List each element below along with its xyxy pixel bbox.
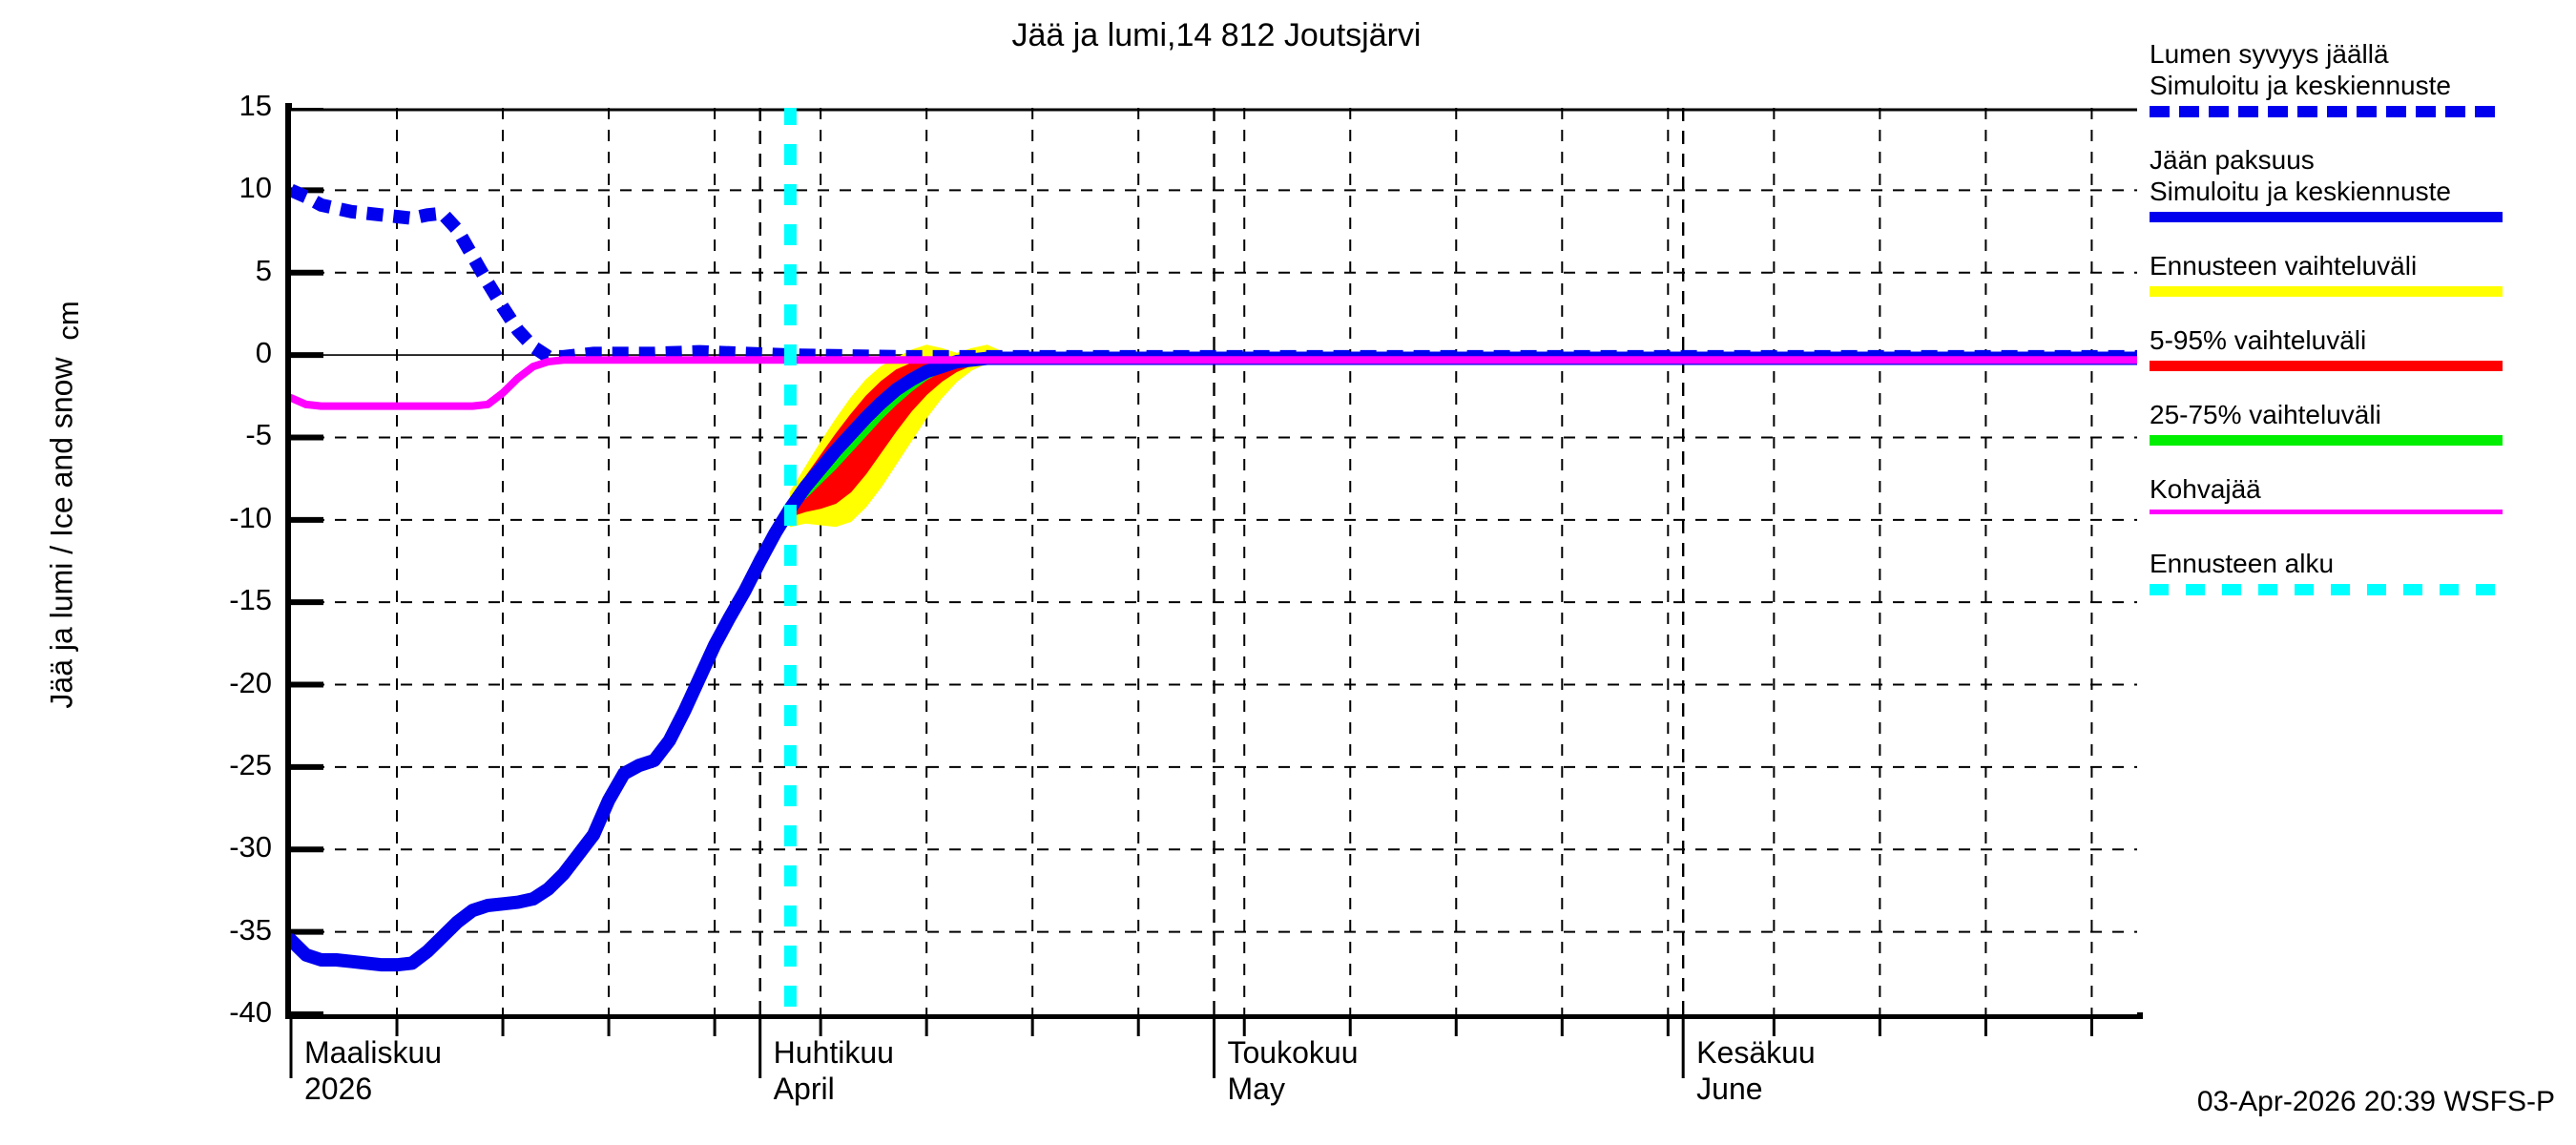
x-tick-label-en: April [773, 1071, 835, 1106]
legend-label: 25-75% vaihteluväli [2150, 400, 2381, 429]
legend-swatch-range-25-75 [2150, 435, 2503, 447]
legend-label: Ennusteen alku [2150, 549, 2335, 578]
y-tick-label: -35 [229, 912, 272, 947]
y-tick-label: -5 [245, 418, 272, 452]
y-tick-label: -10 [229, 500, 272, 534]
y-tick-label: -30 [229, 830, 272, 864]
legend-label: Lumen syvyys jäällä [2150, 39, 2389, 69]
x-tick-label-en: 2026 [304, 1071, 373, 1106]
legend-item-ice-thickness[interactable]: Jään paksuus Simuloitu ja keskiennuste [2150, 144, 2569, 223]
x-tick-label-en: May [1227, 1071, 1285, 1106]
x-axis-ticks [289, 1019, 2093, 1078]
series-kohvaj- [291, 356, 2137, 410]
series-j-n-paksuus [291, 351, 2137, 972]
x-tick-label-group: Toukokuu May [1228, 1035, 1359, 1108]
legend-label: Kohvajää [2150, 474, 2261, 504]
legend-swatch-kohvajaa [2150, 510, 2503, 515]
chart-canvas [291, 108, 2137, 1014]
legend-label: Simuloitu ja keskiennuste [2150, 177, 2451, 207]
y-tick-label: -20 [229, 665, 272, 699]
series-lumen-syvyys-j-ll- [291, 183, 2137, 364]
x-tick-label-fi: Maaliskuu [304, 1035, 443, 1070]
legend-swatch-ice-thickness [2150, 212, 2503, 223]
x-axis-spine [285, 1012, 2143, 1019]
y-tick-label: -25 [229, 747, 272, 781]
x-tick-label-group: Kesäkuu June [1696, 1035, 1816, 1108]
legend-label: Jään paksuus [2150, 145, 2315, 175]
x-tick-label-en: June [1696, 1071, 1763, 1106]
legend-label: 5-95% vaihteluväli [2150, 325, 2367, 355]
x-tick-label-fi: Kesäkuu [1696, 1035, 1816, 1070]
legend-item-range-25-75[interactable]: 25-75% vaihteluväli [2150, 399, 2569, 447]
x-tick-label-group: Huhtikuu April [774, 1035, 894, 1108]
legend-swatch-range-5-95 [2150, 361, 2503, 372]
legend-swatch-snow-depth [2150, 106, 2503, 118]
x-tick-label-fi: Huhtikuu [773, 1035, 894, 1070]
legend-swatch-forecast-range [2150, 286, 2503, 298]
legend-label: Simuloitu ja keskiennuste [2150, 71, 2451, 101]
legend-item-snow-depth[interactable]: Lumen syvyys jäällä Simuloitu ja keskienn… [2150, 38, 2569, 118]
y-axis-spine [285, 103, 292, 1019]
legend-item-forecast-start[interactable]: Ennusteen alku [2150, 548, 2569, 596]
x-tick-label-group: Maaliskuu 2026 [304, 1035, 442, 1108]
y-tick-label: 15 [239, 89, 272, 122]
legend-swatch-forecast-start [2150, 584, 2503, 596]
plot-area [291, 108, 2137, 1014]
y-axis-unit-label: cm [52, 301, 85, 341]
legend-item-kohvajaa[interactable]: Kohvajää [2150, 473, 2569, 515]
y-tick-label: -40 [229, 995, 272, 1029]
x-tick-label-fi: Toukokuu [1227, 1035, 1359, 1070]
y-tick-label: -15 [229, 583, 272, 617]
legend-label: Ennusteen vaihteluväli [2150, 251, 2418, 281]
y-tick-label: 0 [255, 336, 272, 370]
legend-item-range-5-95[interactable]: 5-95% vaihteluväli [2150, 324, 2569, 372]
y-axis-tick-labels: 15 10 5 0 -5 -10 -15 -20 -25 -30 -35 -40 [157, 0, 272, 1145]
y-tick-label: 5 [255, 253, 272, 287]
timestamp-footer: 03-Apr-2026 20:39 WSFS-P [2196, 1086, 2555, 1117]
y-tick-label: 10 [239, 171, 272, 205]
page-title: Jää ja lumi,14 812 Joutsjärvi [1011, 17, 1422, 53]
legend-item-forecast-range[interactable]: Ennusteen vaihteluväli [2150, 250, 2569, 298]
